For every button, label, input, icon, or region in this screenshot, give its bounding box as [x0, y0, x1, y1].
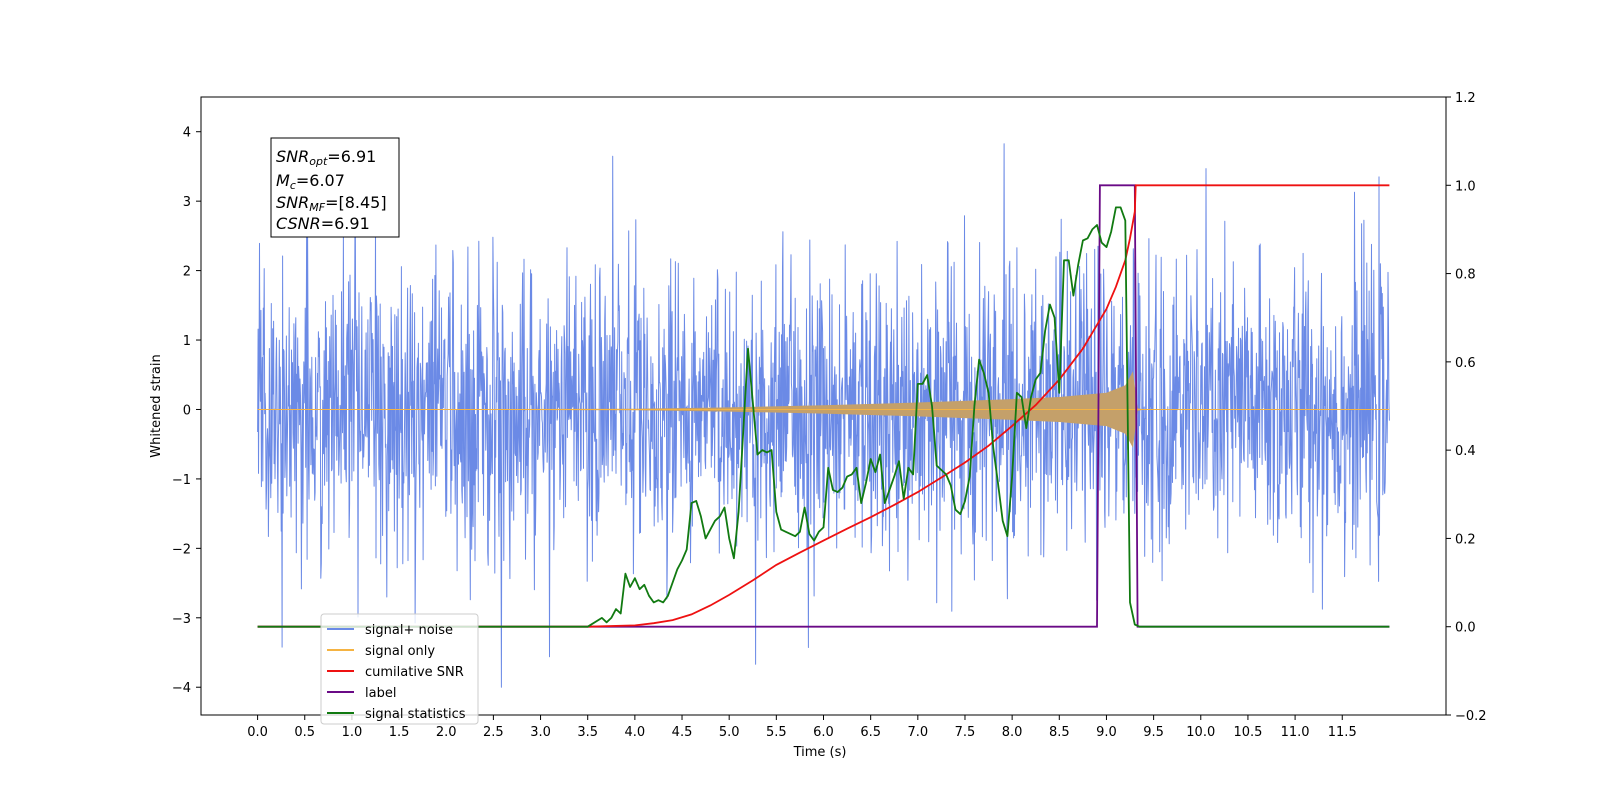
x-tick-label: 4.0: [625, 725, 646, 740]
x-tick-label: 1.5: [389, 725, 410, 740]
x-tick-label: 7.0: [907, 725, 928, 740]
legend-entry-label: signal+ noise: [365, 623, 453, 638]
legend: signal+ noise signal only cumilative SNR la…: [320, 613, 479, 725]
x-tick-label: 4.5: [672, 725, 693, 740]
y-right-tick-label: 0.8: [1455, 268, 1476, 283]
x-tick-label: 1.0: [342, 725, 363, 740]
legend-entry-label: label: [365, 686, 396, 701]
x-tick-label: 2.5: [483, 725, 504, 740]
y-left-tick-label: 4: [183, 126, 191, 141]
x-tick-label: 8.0: [1002, 725, 1023, 740]
x-tick-label: 2.0: [436, 725, 457, 740]
x-tick-label: 9.5: [1143, 725, 1164, 740]
annotation-csnr: CSNR=6.91: [276, 214, 370, 233]
x-tick-label: 5.0: [719, 725, 740, 740]
series-signal-statistics: [257, 206, 1390, 628]
x-tick-label: 6.5: [860, 725, 881, 740]
y-left-tick-label: 3: [183, 195, 191, 210]
legend-entry-label: cumilative SNR: [365, 665, 464, 680]
y-axis-label-left: Whitened strain: [149, 354, 164, 457]
x-tick-label: 7.5: [955, 725, 976, 740]
y-right-tick-label: 0.6: [1455, 356, 1476, 371]
y-left-tick-label: −4: [172, 681, 191, 696]
x-axis: 0.0 0.5 1.0 1.5 2.0 2.5 3.0 3.5 4.0 4.5 5.0 5.5 6.0 6…: [247, 715, 1357, 740]
x-tick-label: 6.0: [813, 725, 834, 740]
x-tick-label: 5.5: [766, 725, 787, 740]
x-tick-label: 3.5: [577, 725, 598, 740]
y-left-tick-label: 2: [183, 265, 191, 280]
y-left-tick-label: 0: [183, 403, 191, 418]
series-cumilative-snr: [257, 184, 1390, 628]
y-left-tick-label: 1: [183, 334, 191, 349]
y-right-tick-label: 1.0: [1455, 179, 1476, 194]
y-right-tick-label: 0.0: [1455, 621, 1476, 636]
y-left-tick-label: −3: [172, 612, 191, 627]
x-tick-label: 0.5: [294, 725, 315, 740]
annotation-snr-opt: SNRopt=6.91: [276, 147, 376, 168]
plot-series: [257, 143, 1390, 688]
y-left-tick-label: −2: [172, 542, 191, 557]
x-tick-label: 3.0: [530, 725, 551, 740]
y-right-tick-label: 0.4: [1455, 444, 1476, 459]
y-axis-right: 1.2 1.0 0.8 0.6 0.4 0.2 0.0 −0.2: [1446, 91, 1487, 724]
x-tick-label: 9.0: [1096, 725, 1117, 740]
x-axis-label: Time (s): [793, 745, 847, 760]
x-tick-label: 11.0: [1281, 725, 1310, 740]
legend-entry-label: signal only: [365, 644, 435, 659]
y-right-tick-label: 1.2: [1455, 91, 1476, 106]
annotation-snr-mf: SNRMF=[8.45]: [276, 193, 387, 214]
legend-entry-label: signal statistics: [365, 707, 466, 722]
y-axis-left: 4 3 2 1 0 −1 −2 −3 −4: [172, 126, 201, 696]
annotation-box: SNRopt=6.91 Mc=6.07 SNRMF=[8.45] CSNR=6.…: [270, 137, 400, 238]
y-left-tick-label: −1: [172, 473, 191, 488]
annotation-mc: Mc=6.07: [276, 171, 345, 192]
x-tick-label: 10.0: [1186, 725, 1215, 740]
x-tick-label: 8.5: [1049, 725, 1070, 740]
x-tick-label: 10.5: [1233, 725, 1262, 740]
series-signal-noise: [257, 143, 1390, 688]
y-right-tick-label: 0.2: [1455, 532, 1476, 547]
y-right-tick-label: −0.2: [1455, 709, 1487, 724]
x-tick-label: 11.5: [1328, 725, 1357, 740]
x-tick-label: 0.0: [247, 725, 268, 740]
